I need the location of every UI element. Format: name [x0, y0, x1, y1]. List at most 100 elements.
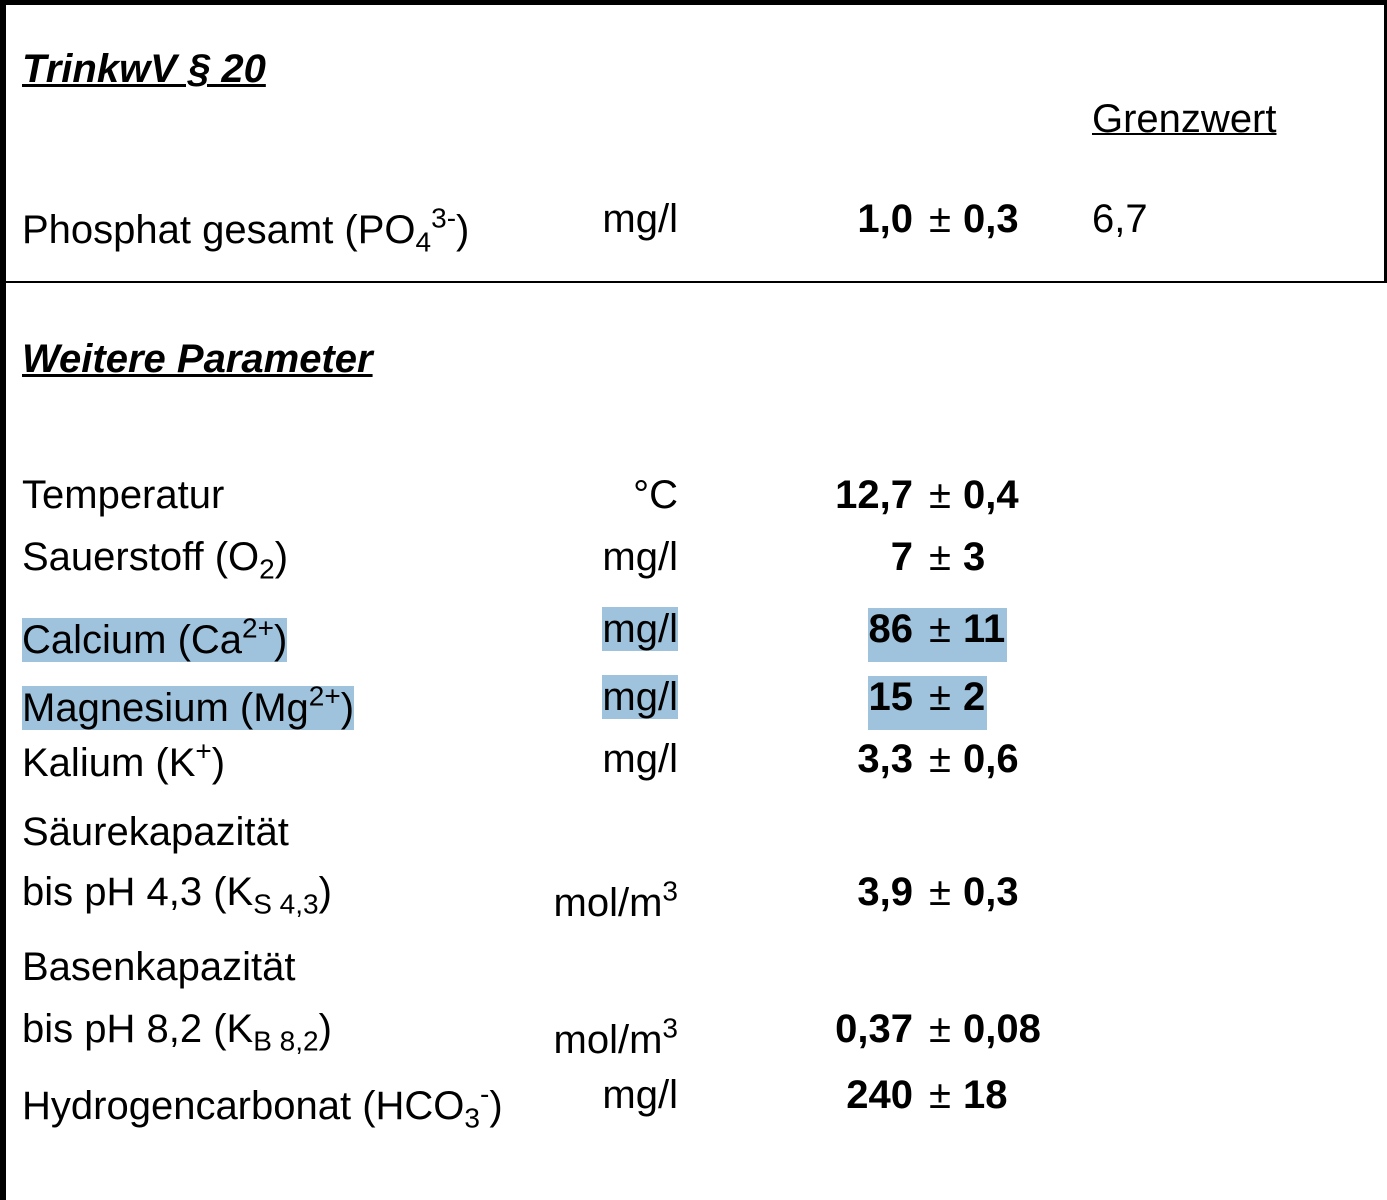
frame — [0, 0, 1387, 5]
text-run: bis pH 8,2 (K — [22, 1007, 254, 1051]
text-run: mg/l — [602, 1073, 678, 1117]
text-run: Calcium (Ca — [22, 618, 243, 663]
label-text: Sauerstoff (O2) — [22, 535, 288, 584]
subscript: 2 — [259, 553, 275, 585]
text-run: Hydrogencarbonat (HCO — [22, 1084, 465, 1129]
uncertainty: 0,4 — [963, 473, 1019, 517]
highlight — [867, 676, 988, 730]
plus-minus: ± — [929, 870, 951, 914]
supscript: 3 — [662, 876, 678, 907]
text-run: mg/l — [602, 737, 678, 781]
row-label: Temperatur — [22, 472, 224, 518]
supscript: 3 — [662, 1013, 678, 1044]
plus-minus: ± — [929, 737, 951, 781]
value: 15 — [868, 675, 914, 719]
text-run: ) — [340, 686, 355, 731]
unit-text: mg/l — [602, 737, 678, 781]
plus-minus: ± — [929, 535, 951, 579]
row-label: Calcium (Ca2+) — [22, 606, 288, 663]
unit-text: mg/l — [602, 607, 678, 651]
unit: mol/m3 — [554, 1006, 678, 1063]
value: 1,0 — [857, 197, 913, 241]
highlight — [867, 608, 1008, 662]
plus-minus: ± — [929, 1007, 951, 1051]
row-label: Basenkapazität — [22, 944, 296, 990]
text-run: Sauerstoff (O — [22, 535, 260, 579]
supscript: 3- — [431, 203, 457, 234]
subscript: S 4,3 — [253, 888, 319, 920]
text-run: mg/l — [602, 535, 678, 579]
plus-minus: ± — [929, 197, 951, 241]
divider — [0, 281, 1387, 283]
text-run: Phosphat gesamt (PO — [22, 208, 416, 253]
uncertainty: 18 — [963, 1073, 1008, 1117]
unit-text: °C — [633, 473, 678, 517]
row-label: Kalium (K+) — [22, 729, 225, 786]
supscript: + — [195, 736, 212, 767]
unit-text: mol/m3 — [553, 876, 678, 926]
row-label: Sauerstoff (O2) — [22, 534, 288, 592]
plus-minus: ± — [929, 607, 951, 651]
row-label: bis pH 8,2 (KB 8,2) — [22, 1006, 332, 1064]
text-run: ) — [318, 870, 332, 914]
unit-text: mg/l — [602, 535, 678, 579]
label-text: Basenkapazität — [22, 945, 296, 989]
unit-text: mol/m3 — [553, 1013, 678, 1063]
text-run: Kalium (K — [22, 741, 196, 786]
subscript: B 8,2 — [253, 1025, 319, 1057]
label-text: Temperatur — [22, 473, 224, 517]
value: 240 — [846, 1073, 913, 1117]
text-run: °C — [633, 473, 678, 517]
row-label: Säurekapazität — [22, 809, 289, 855]
label-text: Magnesium (Mg2+) — [22, 681, 355, 731]
text-run: ) — [456, 208, 470, 253]
text-run: ) — [273, 618, 288, 663]
unit: mol/m3 — [554, 869, 678, 926]
uncertainty: 0,3 — [963, 197, 1019, 241]
subscript: 3 — [464, 1102, 480, 1134]
uncertainty: 3 — [963, 535, 986, 579]
row-label: bis pH 4,3 (KS 4,3) — [22, 869, 332, 927]
unit-text: mg/l — [602, 675, 678, 719]
label-text: Kalium (K+) — [22, 736, 226, 786]
unit: °C — [633, 472, 678, 518]
section-heading: Weitere Parameter — [22, 337, 373, 381]
value: 7 — [890, 535, 913, 579]
unit: mg/l — [602, 674, 678, 720]
text-run: mg/l — [602, 607, 678, 651]
text-run: mg/l — [602, 675, 678, 719]
supscript: 2+ — [242, 613, 274, 644]
value: 3,9 — [857, 870, 913, 914]
label-text: bis pH 4,3 (KS 4,3) — [22, 870, 332, 919]
limit-value: 6,7 — [1092, 197, 1148, 241]
uncertainty: 0,08 — [963, 1007, 1041, 1051]
label-text: Phosphat gesamt (PO43-) — [22, 203, 470, 258]
unit: mg/l — [602, 196, 678, 242]
text-run: ) — [318, 1007, 332, 1051]
subscript: 4 — [415, 226, 432, 258]
value: 0,37 — [835, 1007, 913, 1051]
plus-minus: ± — [929, 473, 951, 517]
section-heading: TrinkwV § 20 — [22, 47, 266, 91]
text-run: mol/m — [553, 1018, 663, 1063]
uncertainty: 11 — [963, 607, 1006, 651]
text-run: ) — [489, 1084, 503, 1129]
plus-minus: ± — [929, 1073, 951, 1117]
unit: mg/l — [602, 606, 678, 652]
unit: mg/l — [602, 534, 678, 580]
value: 3,3 — [857, 737, 913, 781]
text-run: mg/l — [602, 197, 678, 241]
plus-minus: ± — [929, 675, 951, 719]
label-text: Calcium (Ca2+) — [22, 613, 288, 663]
text-run: Säurekapazität — [22, 810, 289, 854]
row-label: Hydrogencarbonat (HCO3-) — [22, 1072, 503, 1142]
text-run: ) — [211, 741, 226, 786]
text-run: Temperatur — [22, 473, 225, 517]
text-run: mol/m — [553, 881, 663, 926]
text-run: Magnesium (Mg — [22, 686, 309, 731]
frame — [0, 0, 6, 1200]
supscript: - — [480, 1079, 490, 1110]
label-text: bis pH 8,2 (KB 8,2) — [22, 1007, 332, 1056]
unit-text: mg/l — [602, 1073, 678, 1117]
